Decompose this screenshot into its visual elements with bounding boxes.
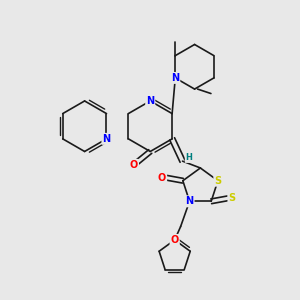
Text: N: N xyxy=(185,196,194,206)
Text: H: H xyxy=(186,153,193,162)
Text: S: S xyxy=(214,176,221,186)
Text: O: O xyxy=(170,235,179,245)
Text: O: O xyxy=(158,173,166,183)
Text: N: N xyxy=(171,73,179,83)
Text: N: N xyxy=(146,96,154,106)
Text: N: N xyxy=(102,134,111,144)
Text: S: S xyxy=(228,193,236,203)
Text: O: O xyxy=(130,160,138,170)
